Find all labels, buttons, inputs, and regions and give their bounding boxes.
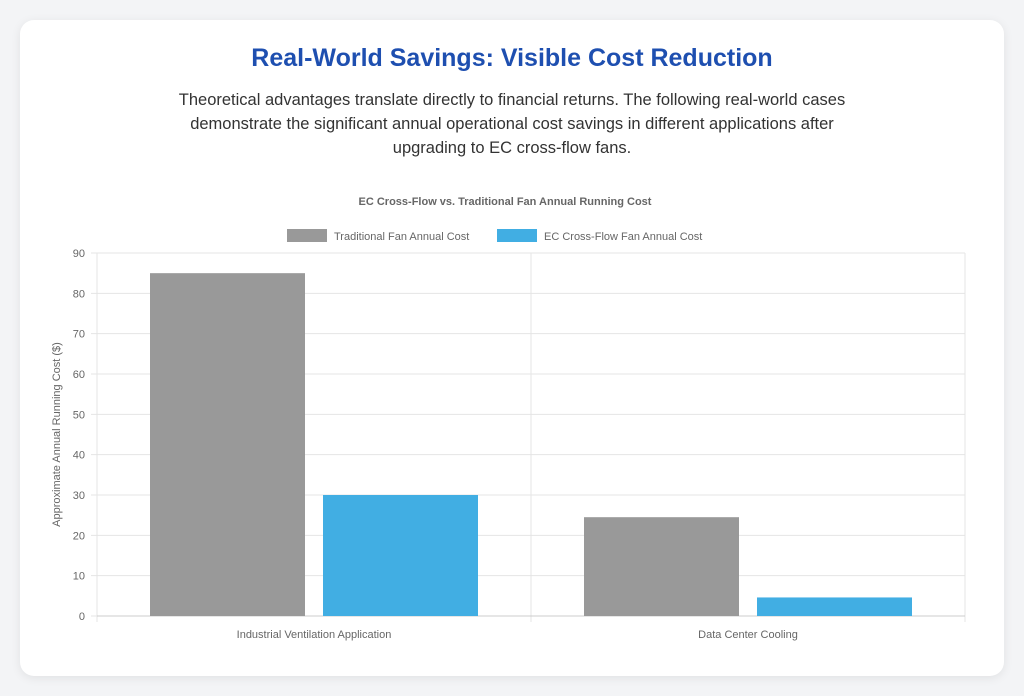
legend-swatch <box>497 229 537 242</box>
y-tick-label: 50 <box>73 409 85 421</box>
legend-label: Traditional Fan Annual Cost <box>334 231 469 243</box>
chart-title: EC Cross-Flow vs. Traditional Fan Annual… <box>359 196 652 208</box>
x-tick-label: Industrial Ventilation Application <box>237 629 392 641</box>
page-description: Theoretical advantages translate directl… <box>178 91 846 157</box>
y-tick-label: 60 <box>73 369 85 381</box>
y-tick-label: 90 <box>73 248 85 260</box>
y-tick-label: 70 <box>73 329 85 341</box>
y-tick-label: 10 <box>73 571 85 583</box>
legend-label: EC Cross-Flow Fan Annual Cost <box>544 231 702 243</box>
y-tick-label: 0 <box>79 611 85 623</box>
y-tick-label: 80 <box>73 288 85 300</box>
legend-swatch <box>287 229 327 242</box>
x-tick-label: Data Center Cooling <box>698 629 798 641</box>
page-title: Real-World Savings: Visible Cost Reducti… <box>251 44 773 72</box>
bar-ec-0 <box>323 495 478 616</box>
y-axis-label: Approximate Annual Running Cost ($) <box>51 342 63 527</box>
bar-traditional-1 <box>584 517 739 616</box>
y-tick-label: 20 <box>73 530 85 542</box>
bar-traditional-0 <box>150 273 305 616</box>
y-tick-label: 30 <box>73 490 85 502</box>
y-tick-label: 40 <box>73 450 85 462</box>
bar-ec-1 <box>757 597 912 616</box>
